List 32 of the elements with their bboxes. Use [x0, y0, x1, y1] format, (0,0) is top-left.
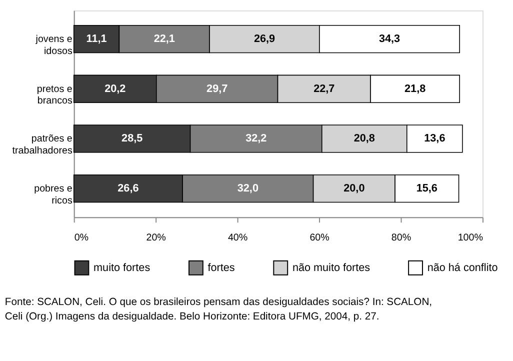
- data-label: 13,6: [424, 132, 446, 145]
- data-label: 22,1: [154, 33, 175, 46]
- legend-label: não há conflito: [427, 262, 498, 274]
- legend-label: fortes: [208, 262, 236, 274]
- x-tick-label: 40%: [228, 232, 248, 244]
- y-tick-label: patrões e trabalhadores: [12, 134, 73, 156]
- text: Celi (Org.) Imagens da desigualdade. Belo Horizonte: Editora UFMG, 2004, p. 27.: [4, 312, 380, 323]
- x-tick-label: 20%: [146, 232, 166, 244]
- data-label: 34,3: [378, 33, 400, 46]
- data-label: 28,5: [122, 132, 143, 145]
- data-label: 32,2: [246, 132, 267, 145]
- data-label: 15,6: [416, 182, 438, 194]
- data-label: 29,7: [206, 82, 228, 95]
- x-tick-label: 0%: [74, 232, 89, 244]
- data-label: 20,2: [104, 82, 126, 95]
- x-tick-label: 100%: [458, 232, 484, 244]
- legend-label: não muito fortes: [292, 262, 371, 274]
- source-note: Fonte: SCALON, Celi. O que os brasileiros pensam das desigualdades sociais? In: SCALON,: [4, 296, 432, 308]
- x-tick-label: 60%: [310, 232, 330, 244]
- data-label: 20,8: [354, 132, 375, 145]
- data-label: 11,1: [86, 33, 107, 46]
- y-tick-label: pretos e brancos: [36, 84, 73, 107]
- data-label: 20,0: [344, 182, 365, 194]
- data-label: 26,9: [254, 33, 276, 46]
- y-tick-label: jovens e idosos: [34, 34, 73, 57]
- y-tick-label: pobres e ricos: [34, 183, 73, 206]
- data-label: 26,6: [118, 182, 139, 194]
- x-tick-label: 80%: [391, 232, 412, 244]
- legend-label: muito fortes: [94, 262, 151, 274]
- data-label: 21,8: [404, 82, 426, 95]
- data-label: 22,7: [314, 82, 335, 95]
- data-label: 32,0: [237, 182, 258, 194]
